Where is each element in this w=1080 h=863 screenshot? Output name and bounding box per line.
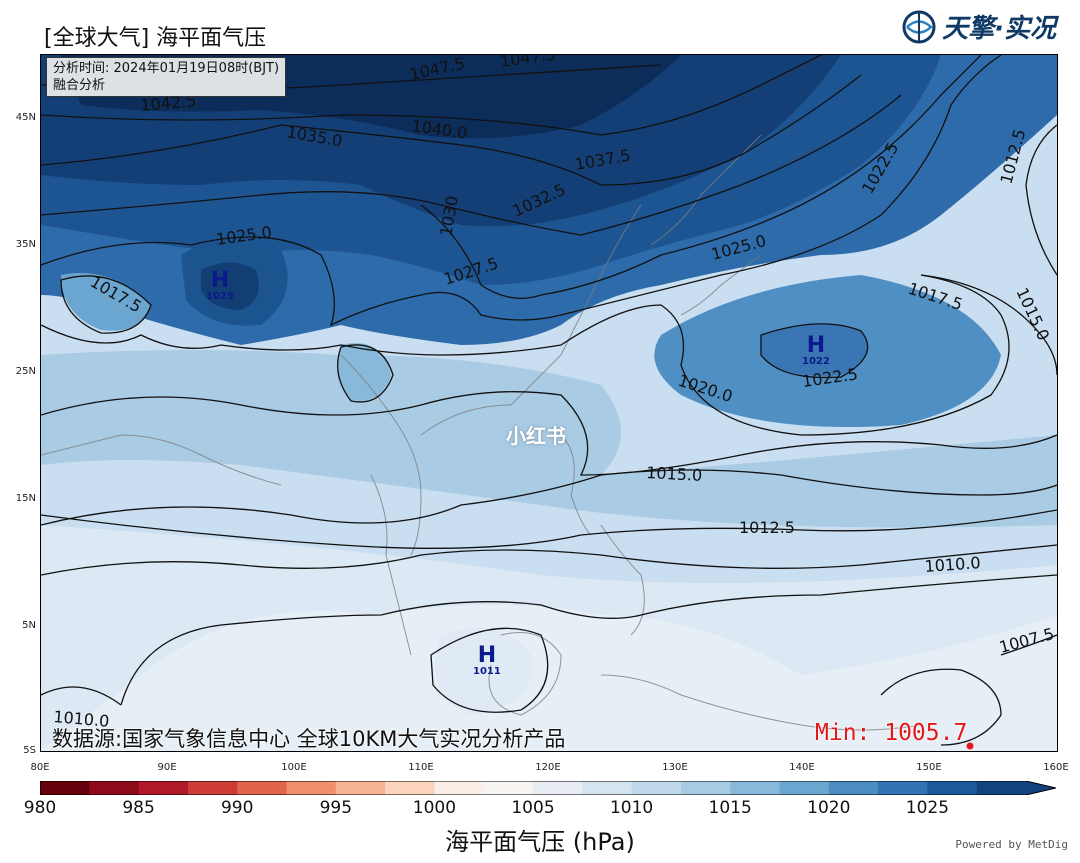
- colorbar-segment: [828, 781, 879, 795]
- colorbar-segment: [286, 781, 337, 795]
- coastlines: [41, 134, 922, 731]
- colorbar-segment: [533, 781, 583, 795]
- pressure-map: 1047.5 1047.5 1042.5 1035.0 1040.0 1037.…: [40, 54, 1058, 752]
- high-pressure-marker: H 1029: [206, 270, 234, 302]
- colorbar: [40, 781, 1056, 795]
- colorbar-tick-label: 1005: [511, 798, 555, 818]
- colorbar-segment: [187, 781, 238, 795]
- colorbar-segment: [89, 781, 140, 795]
- lat-label: 5N: [22, 620, 36, 631]
- map-canvas: 1047.5 1047.5 1042.5 1035.0 1040.0 1037.…: [41, 55, 1057, 751]
- brand-logo: 天擎·实况: [902, 8, 1056, 45]
- colorbar-segment: [927, 781, 978, 795]
- lon-label: 80E: [30, 762, 50, 773]
- analysis-time: 分析时间: 2024年01月19日08时(BJT): [53, 61, 280, 76]
- high-value: 1029: [206, 291, 234, 302]
- analysis-type: 融合分析: [53, 78, 106, 93]
- contour-label: 1010.0: [53, 707, 110, 731]
- colorbar-segment: [680, 781, 731, 795]
- colorbar-tick-label: 1010: [609, 798, 654, 818]
- colorbar-segment: [779, 781, 830, 795]
- high-label: H: [806, 333, 826, 358]
- colorbar-segment: [385, 781, 435, 795]
- high-pressure-marker: H 1011: [473, 645, 501, 677]
- brand-name: 天擎·实况: [942, 14, 1056, 44]
- watermark: 小红书: [506, 424, 566, 448]
- contour-label: 1015.0: [646, 463, 703, 485]
- high-label: H: [477, 643, 497, 668]
- lon-label: 130E: [662, 762, 688, 773]
- lon-label: 90E: [157, 762, 177, 773]
- colorbar-tick-label: 1015: [708, 798, 752, 818]
- lat-label: 25N: [15, 366, 36, 377]
- colorbar-tick-label: 990: [220, 798, 254, 818]
- colorbar-arrow: [1026, 781, 1056, 795]
- isobars: [41, 55, 1057, 746]
- colorbar-tick-label: 995: [319, 798, 353, 818]
- map-title: [全球大气] 海平面气压: [44, 26, 267, 51]
- analysis-info-box: 分析时间: 2024年01月19日08时(BJT) 融合分析: [46, 57, 287, 97]
- colorbar-segment: [483, 781, 534, 795]
- high-label: H: [210, 268, 230, 293]
- colorbar-segment: [631, 781, 682, 795]
- colorbar-tick-label: 985: [122, 798, 155, 818]
- min-pressure-label: Min: 1005.7: [815, 720, 968, 746]
- powered-by: Powered by MetDig: [955, 838, 1068, 851]
- colorbar-segment: [138, 781, 189, 795]
- min-marker: [966, 742, 974, 750]
- colorbar-tick-label: 1025: [905, 798, 950, 818]
- colorbar-segment: [878, 781, 928, 795]
- lon-label: 120E: [535, 762, 561, 773]
- globe-icon: [902, 10, 936, 43]
- colorbar-segment: [40, 781, 90, 795]
- lat-label: 15N: [15, 493, 36, 504]
- colorbar-segment: [335, 781, 386, 795]
- lat-label: 5S: [23, 745, 36, 756]
- lon-label: 160E: [1043, 762, 1069, 773]
- colorbar-segment: [730, 781, 780, 795]
- contour-label: 1010.0: [924, 553, 981, 576]
- colorbar-ticks: 980 985 990 995 1000 1005 1010 1015 1020 1025: [24, 798, 1056, 822]
- colorbar-tick-label: 1020: [807, 798, 851, 818]
- colorbar-segment: [582, 781, 633, 795]
- high-value: 1011: [473, 666, 501, 677]
- high-value: 1022: [802, 356, 830, 367]
- lon-label: 100E: [281, 762, 307, 773]
- high-pressure-marker: H 1022: [802, 335, 830, 367]
- lon-label: 110E: [408, 762, 434, 773]
- lat-label: 45N: [15, 112, 36, 123]
- colorbar-tick-label: 980: [23, 798, 57, 818]
- contour-label: 1012.5: [739, 518, 795, 537]
- colorbar-title: 海平面气压 (hPa): [445, 828, 635, 856]
- contour-label: 1042.5: [140, 91, 197, 115]
- colorbar-segment: [237, 781, 287, 795]
- lon-label: 150E: [916, 762, 942, 773]
- lon-label: 140E: [789, 762, 815, 773]
- colorbar-segment: [976, 781, 1027, 795]
- lat-label: 35N: [15, 239, 36, 250]
- colorbar-segment: [434, 781, 485, 795]
- colorbar-tick-label: 1000: [412, 798, 457, 818]
- data-source-note: 数据源:国家气象信息中心 全球10KM大气实况分析产品: [52, 727, 566, 751]
